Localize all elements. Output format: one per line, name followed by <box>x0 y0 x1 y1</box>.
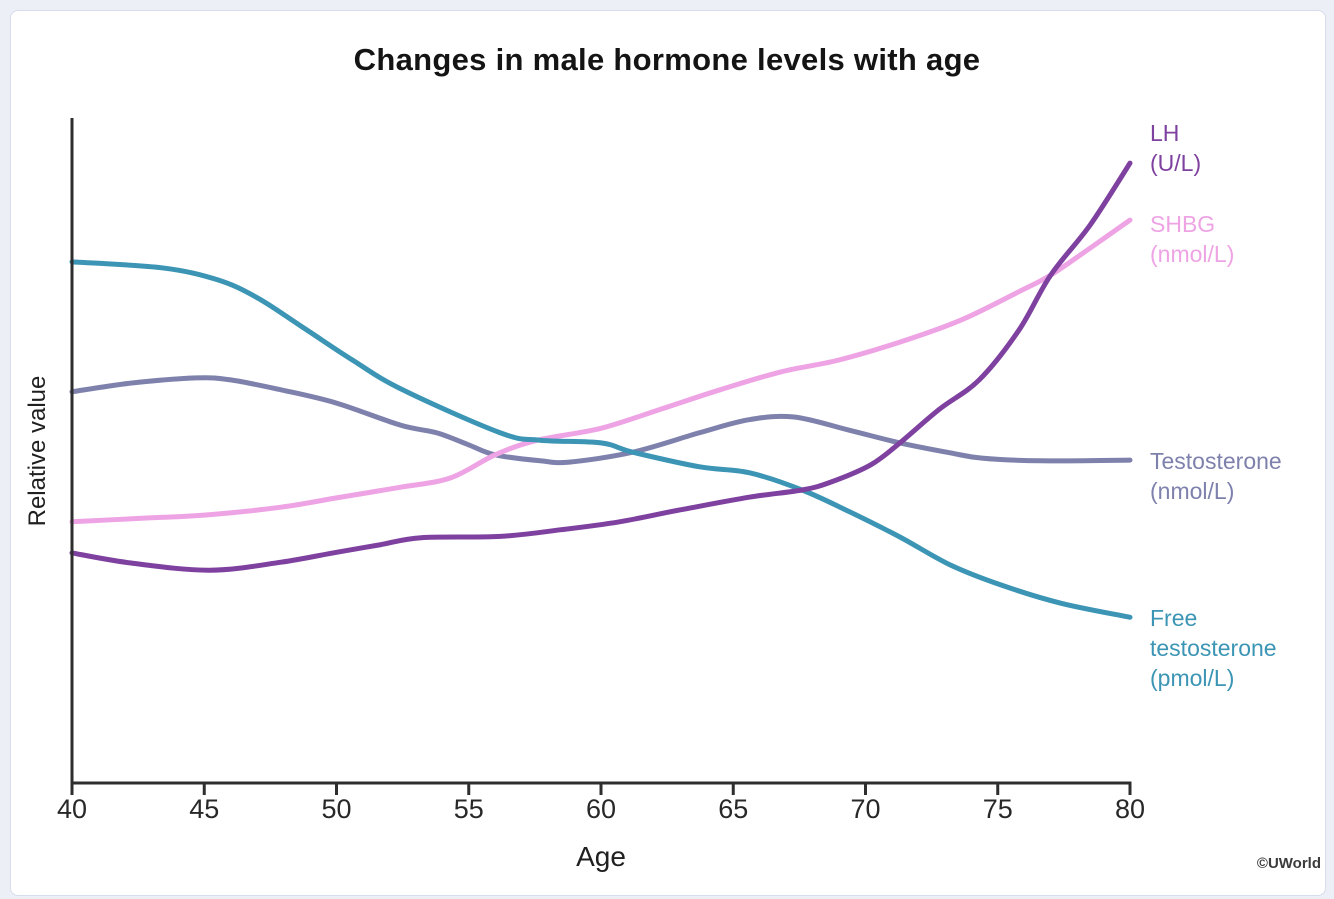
legend-shbg-unit: (nmol/L) <box>1150 241 1235 267</box>
axes-group <box>70 118 1132 795</box>
legend-free-testosterone-name: Free <box>1150 605 1198 631</box>
legend-lh-unit: (U/L) <box>1150 150 1202 176</box>
x-tick-label-40: 40 <box>56 794 88 824</box>
legend-lh: LH (U/L) <box>1150 118 1201 178</box>
x-tick-label-45: 45 <box>189 794 220 824</box>
legend-shbg: SHBG (nmol/L) <box>1150 209 1234 269</box>
y-axis-label: Relative value <box>24 375 51 527</box>
testosterone-line <box>69 375 1133 466</box>
chart-panel <box>10 10 1326 896</box>
legend-free-testosterone: Free testosterone (pmol/L) <box>1150 603 1277 693</box>
legend-free-testosterone-name2: testosterone <box>1150 635 1277 661</box>
lh-line <box>69 160 1133 573</box>
x-tick-label-75: 75 <box>982 794 1013 824</box>
x-tick-label-60: 60 <box>585 794 617 824</box>
legend-testosterone-unit: (nmol/L) <box>1150 478 1235 504</box>
curves-group <box>69 160 1133 620</box>
x-tick-label-65: 65 <box>718 794 749 824</box>
legend-shbg-name: SHBG <box>1150 211 1216 237</box>
x-axis-label: Age <box>576 841 626 872</box>
legend-free-testosterone-unit: (pmol/L) <box>1150 665 1235 691</box>
shbg-line <box>69 217 1133 525</box>
legend-testosterone: Testosterone (nmol/L) <box>1150 446 1282 506</box>
uworld-watermark: ©UWorld <box>1256 855 1321 872</box>
legend-lh-name: LH <box>1150 120 1180 146</box>
chart-title: Changes in male hormone levels with age <box>353 42 981 77</box>
x-tick-label-50: 50 <box>321 794 352 824</box>
free-testosterone-line <box>69 259 1133 620</box>
legend-testosterone-name: Testosterone <box>1150 448 1282 474</box>
x-tick-label-70: 70 <box>850 794 881 824</box>
x-tick-label-55: 55 <box>453 794 484 824</box>
x-tick-label-80: 80 <box>1114 794 1146 824</box>
